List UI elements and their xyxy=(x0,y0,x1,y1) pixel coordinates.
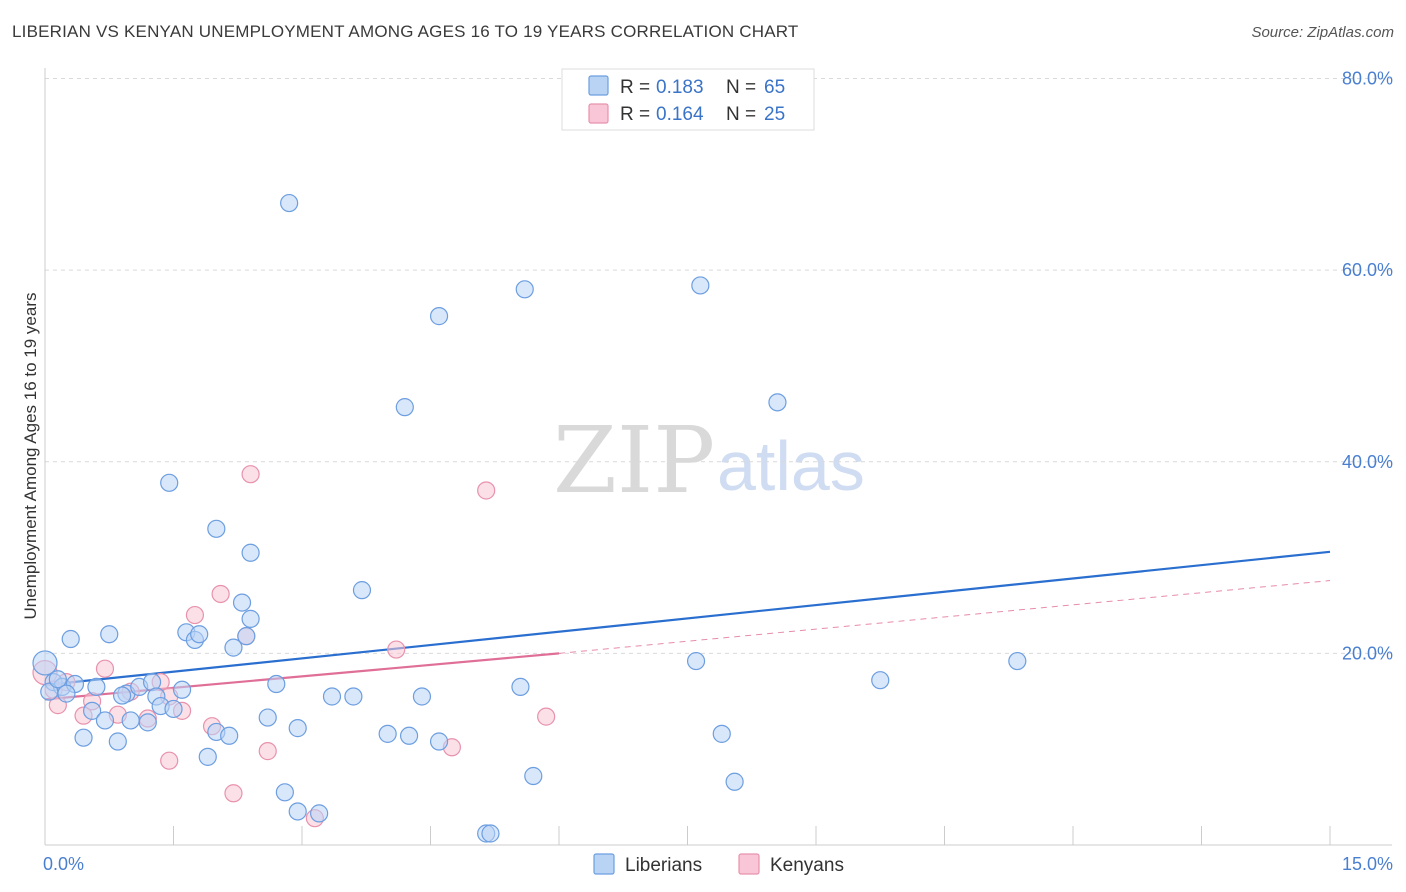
source-credit: Source: ZipAtlas.com xyxy=(1251,24,1394,41)
kenyans-point xyxy=(224,784,243,803)
x-tick-label-min: 0.0% xyxy=(43,854,84,874)
liberians-point xyxy=(412,687,432,706)
legend-liberians-swatch xyxy=(588,75,609,96)
liberians-point xyxy=(288,719,307,738)
liberians-point xyxy=(481,824,500,843)
y-tick-label-40: 40.0% xyxy=(1342,452,1393,472)
liberians-point xyxy=(768,393,787,412)
kenyans-point xyxy=(477,481,496,500)
liberians-point xyxy=(429,732,449,751)
watermark-atlas: atlas xyxy=(717,427,865,505)
kenyans-point xyxy=(387,640,406,659)
x-tick-label-max: 15.0% xyxy=(1342,854,1393,874)
liberians-point xyxy=(511,677,530,697)
liberians-point xyxy=(267,674,286,694)
legend-bottom-liberians-label: Liberians xyxy=(625,855,702,876)
liberians-point xyxy=(232,593,252,612)
y-tick-label-80: 80.0% xyxy=(1342,69,1393,89)
liberians-trend-line xyxy=(44,550,1331,687)
liberians-point xyxy=(712,724,731,743)
liberians-point xyxy=(429,307,449,326)
liberians-point xyxy=(524,766,543,786)
kenyans-point xyxy=(537,707,556,726)
liberians-point xyxy=(1008,651,1027,671)
trend-lines xyxy=(44,550,1331,701)
liberians-point xyxy=(280,193,299,213)
liberians-point xyxy=(61,629,80,649)
liberians-point xyxy=(395,398,414,417)
liberians-point xyxy=(138,713,157,732)
liberians-point xyxy=(32,650,58,676)
liberians-point xyxy=(344,687,363,706)
kenyans-point xyxy=(241,465,260,484)
liberians-point xyxy=(241,609,260,628)
chart-title: LIBERIAN VS KENYAN UNEMPLOYMENT AMONG AG… xyxy=(12,22,799,41)
liberians-point xyxy=(686,651,706,671)
liberians-point xyxy=(515,280,534,299)
liberians-point xyxy=(74,728,93,747)
liberians-point xyxy=(48,670,67,689)
liberians-point xyxy=(378,724,397,743)
legend-liberians-r-label: R = xyxy=(620,77,650,98)
kenyans-point xyxy=(95,659,115,678)
liberians-point xyxy=(725,772,744,791)
kenyans-point xyxy=(258,742,277,761)
watermark-zip: ZIP xyxy=(553,407,715,514)
liberians-point xyxy=(57,684,76,703)
liberians-point xyxy=(220,726,239,745)
liberians-point xyxy=(871,671,890,690)
axes xyxy=(44,68,1392,846)
data-points xyxy=(32,193,1027,843)
liberians-point xyxy=(198,747,217,766)
kenyans-point xyxy=(160,751,179,770)
liberians-point xyxy=(190,625,209,644)
legend-top: R = 0.183 N = 65 R = 0.164 N = 25 xyxy=(561,68,815,131)
legend-kenyans-swatch xyxy=(588,103,609,124)
kenyans-point xyxy=(185,605,205,625)
liberians-point xyxy=(275,783,294,802)
legend-liberians-n-label: N = xyxy=(726,77,756,98)
watermark: ZIP atlas xyxy=(553,407,865,514)
legend-bottom-kenyans-label: Kenyans xyxy=(770,855,844,876)
y-tick-label-60: 60.0% xyxy=(1342,260,1393,280)
legend-kenyans-r-value: 0.164 xyxy=(656,104,704,125)
liberians-point xyxy=(288,802,307,821)
y-axis-label: Unemployment Among Ages 16 to 19 years xyxy=(21,293,40,620)
liberians-point xyxy=(237,627,256,646)
liberians-point xyxy=(95,711,115,730)
legend-kenyans-r-label: R = xyxy=(620,104,650,125)
liberians-point xyxy=(241,543,260,562)
liberians-point xyxy=(207,519,226,538)
liberians-point xyxy=(352,581,372,600)
tick-labels: 20.0% 40.0% 60.0% 80.0% 0.0% 15.0% xyxy=(43,69,1393,875)
liberians-point xyxy=(399,726,419,745)
liberians-point xyxy=(83,701,102,720)
legend-bottom-kenyans-swatch xyxy=(738,853,760,875)
kenyans-trend-line-extension xyxy=(558,580,1331,654)
liberians-point xyxy=(121,711,140,730)
legend-bottom: Liberians Kenyans xyxy=(593,853,844,876)
liberians-point xyxy=(310,804,329,823)
kenyans-point xyxy=(211,584,230,604)
y-tick-label-20: 20.0% xyxy=(1342,643,1393,663)
liberians-point xyxy=(691,276,710,295)
legend-kenyans-n-value: 25 xyxy=(764,104,785,125)
liberians-point xyxy=(258,708,277,727)
liberians-point xyxy=(100,625,119,644)
liberians-point xyxy=(322,687,342,706)
liberians-point xyxy=(87,677,106,697)
liberians-point xyxy=(160,473,179,492)
liberians-point xyxy=(112,686,132,705)
liberians-point xyxy=(108,732,127,751)
legend-kenyans-n-label: N = xyxy=(726,104,756,125)
liberians-point xyxy=(164,699,183,719)
legend-bottom-liberians-swatch xyxy=(593,853,615,875)
legend-liberians-r-value: 0.183 xyxy=(656,77,704,98)
liberians-point xyxy=(224,638,243,657)
legend-liberians-n-value: 65 xyxy=(764,77,785,98)
liberians-point xyxy=(172,680,192,699)
